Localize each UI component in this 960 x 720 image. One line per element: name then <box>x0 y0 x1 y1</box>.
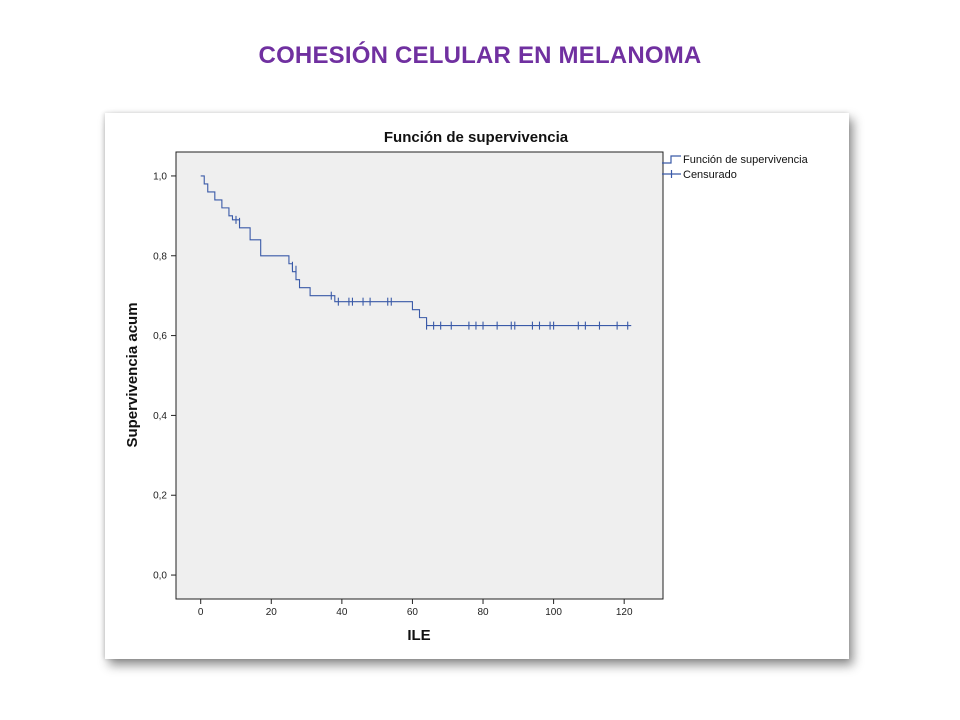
y-axis-title: Supervivencia acum <box>124 302 141 447</box>
censor-layer <box>235 215 629 330</box>
y-axis: 0,0 0,2 0,4 0,6 0,8 1,0 <box>153 171 176 582</box>
survival-chart: Función de supervivencia 0,0 0,2 0,4 0,6 0,8… <box>124 129 809 644</box>
survival-step-line <box>200 175 632 327</box>
y-tick-label: 0,6 <box>153 331 167 342</box>
y-tick-label: 0,4 <box>153 411 167 422</box>
legend-label-censored: Censurado <box>683 169 737 181</box>
x-tick-label: 60 <box>407 607 419 618</box>
x-axis-title: ILE <box>407 627 430 644</box>
x-tick-label: 0 <box>198 607 204 618</box>
slide-title: COHESIÓN CELULAR EN MELANOMA <box>258 42 702 69</box>
chart-title: Función de supervivencia <box>384 129 569 146</box>
x-tick-label: 80 <box>477 607 489 618</box>
legend-item-survival: Función de supervivencia <box>662 154 809 166</box>
y-tick-label: 0,2 <box>153 491 167 502</box>
x-tick-label: 100 <box>545 607 562 618</box>
x-tick-label: 120 <box>616 607 633 618</box>
x-axis: 0 20 40 60 80 100 120 <box>198 599 633 618</box>
y-tick-label: 0,0 <box>153 571 167 582</box>
y-tick-label: 0,8 <box>153 251 167 262</box>
x-tick-label: 20 <box>266 607 278 618</box>
figure-frame: Función de supervivencia 0,0 0,2 0,4 0,6 0,8… <box>105 113 849 659</box>
plot-area <box>175 151 664 600</box>
y-tick-label: 1,0 <box>153 171 167 182</box>
legend-step-swatch <box>662 155 681 164</box>
x-tick-label: 40 <box>336 607 348 618</box>
legend-item-censored: Censurado <box>662 169 737 181</box>
series-layer <box>200 175 632 327</box>
legend-label-survival: Función de supervivencia <box>683 154 809 166</box>
legend: Función de supervivencia Censurado <box>662 154 809 181</box>
